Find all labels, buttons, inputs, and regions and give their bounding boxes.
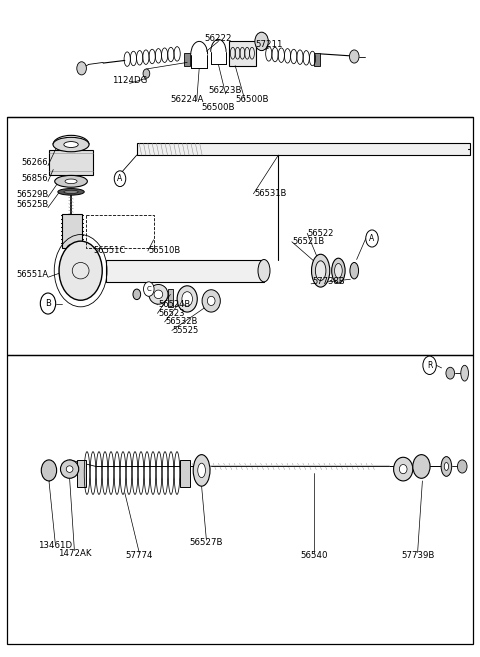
Ellipse shape	[60, 460, 79, 478]
Bar	[184, 53, 190, 66]
Bar	[86, 215, 154, 248]
Bar	[229, 41, 256, 66]
Ellipse shape	[154, 290, 163, 299]
Bar	[62, 214, 82, 248]
Ellipse shape	[332, 258, 345, 283]
Text: 56532B: 56532B	[166, 317, 198, 327]
Text: 56224A: 56224A	[170, 95, 204, 104]
Ellipse shape	[335, 263, 342, 278]
Text: 56500B: 56500B	[202, 103, 235, 112]
Circle shape	[40, 293, 56, 314]
Bar	[137, 143, 470, 155]
Text: 1472AK: 1472AK	[58, 549, 91, 558]
Text: 56222: 56222	[204, 34, 232, 43]
Ellipse shape	[315, 261, 326, 281]
Ellipse shape	[258, 260, 270, 282]
Text: 57738B: 57738B	[312, 277, 345, 286]
Text: 13461D: 13461D	[38, 541, 72, 550]
Text: 56531B: 56531B	[254, 189, 287, 198]
Text: 57211: 57211	[255, 40, 283, 49]
Text: C: C	[146, 286, 151, 292]
Bar	[314, 53, 320, 66]
Text: 56856: 56856	[22, 174, 48, 183]
Text: 56510B: 56510B	[149, 246, 181, 256]
Circle shape	[59, 241, 102, 300]
Circle shape	[366, 230, 378, 247]
Circle shape	[413, 455, 430, 478]
Text: 56524B: 56524B	[158, 300, 191, 309]
Text: 56223B: 56223B	[209, 86, 242, 95]
Text: 56551C: 56551C	[94, 246, 126, 256]
Circle shape	[114, 171, 126, 187]
Text: 56521B: 56521B	[293, 237, 325, 246]
Text: 57739B: 57739B	[401, 551, 434, 560]
Ellipse shape	[394, 457, 413, 481]
Text: B: B	[45, 299, 51, 308]
Bar	[168, 289, 173, 307]
Bar	[49, 150, 93, 175]
Text: 56540: 56540	[300, 551, 328, 560]
Ellipse shape	[65, 179, 77, 184]
Ellipse shape	[441, 457, 452, 476]
Text: 56551A: 56551A	[17, 270, 49, 279]
Text: 56525B: 56525B	[17, 200, 49, 210]
Text: 56522: 56522	[307, 229, 334, 238]
Ellipse shape	[177, 286, 197, 312]
Circle shape	[143, 69, 150, 78]
Ellipse shape	[193, 455, 210, 486]
Circle shape	[349, 50, 359, 63]
Text: 55525: 55525	[173, 326, 199, 335]
Circle shape	[66, 244, 76, 258]
Bar	[7, 117, 473, 355]
Ellipse shape	[64, 191, 78, 193]
Text: 56529B: 56529B	[17, 190, 49, 199]
Circle shape	[144, 282, 154, 296]
Circle shape	[255, 32, 268, 51]
Ellipse shape	[149, 284, 168, 304]
Circle shape	[41, 460, 57, 481]
Ellipse shape	[461, 365, 468, 381]
Ellipse shape	[198, 463, 205, 478]
Bar	[180, 460, 190, 487]
Ellipse shape	[350, 262, 359, 279]
Circle shape	[133, 289, 141, 300]
Ellipse shape	[444, 463, 449, 470]
Ellipse shape	[66, 466, 73, 472]
Text: 56500B: 56500B	[235, 95, 269, 104]
Text: A: A	[370, 234, 374, 243]
Circle shape	[457, 460, 467, 473]
Ellipse shape	[58, 189, 84, 195]
Ellipse shape	[399, 464, 407, 474]
Circle shape	[77, 62, 86, 75]
Circle shape	[423, 356, 436, 374]
Bar	[7, 355, 473, 644]
Ellipse shape	[182, 292, 192, 306]
Ellipse shape	[312, 254, 330, 287]
Text: R: R	[427, 361, 432, 370]
Ellipse shape	[202, 290, 220, 312]
Bar	[106, 260, 264, 282]
Text: 56527B: 56527B	[190, 538, 223, 547]
Text: A: A	[118, 174, 122, 183]
Ellipse shape	[55, 175, 87, 187]
Text: 1124DG: 1124DG	[112, 76, 147, 85]
Bar	[77, 460, 86, 487]
Ellipse shape	[64, 142, 78, 148]
Ellipse shape	[53, 137, 89, 152]
Text: 56523: 56523	[158, 309, 185, 318]
Text: 56266: 56266	[22, 158, 48, 168]
Text: 57774: 57774	[125, 551, 153, 560]
Circle shape	[446, 367, 455, 379]
Ellipse shape	[207, 296, 215, 306]
